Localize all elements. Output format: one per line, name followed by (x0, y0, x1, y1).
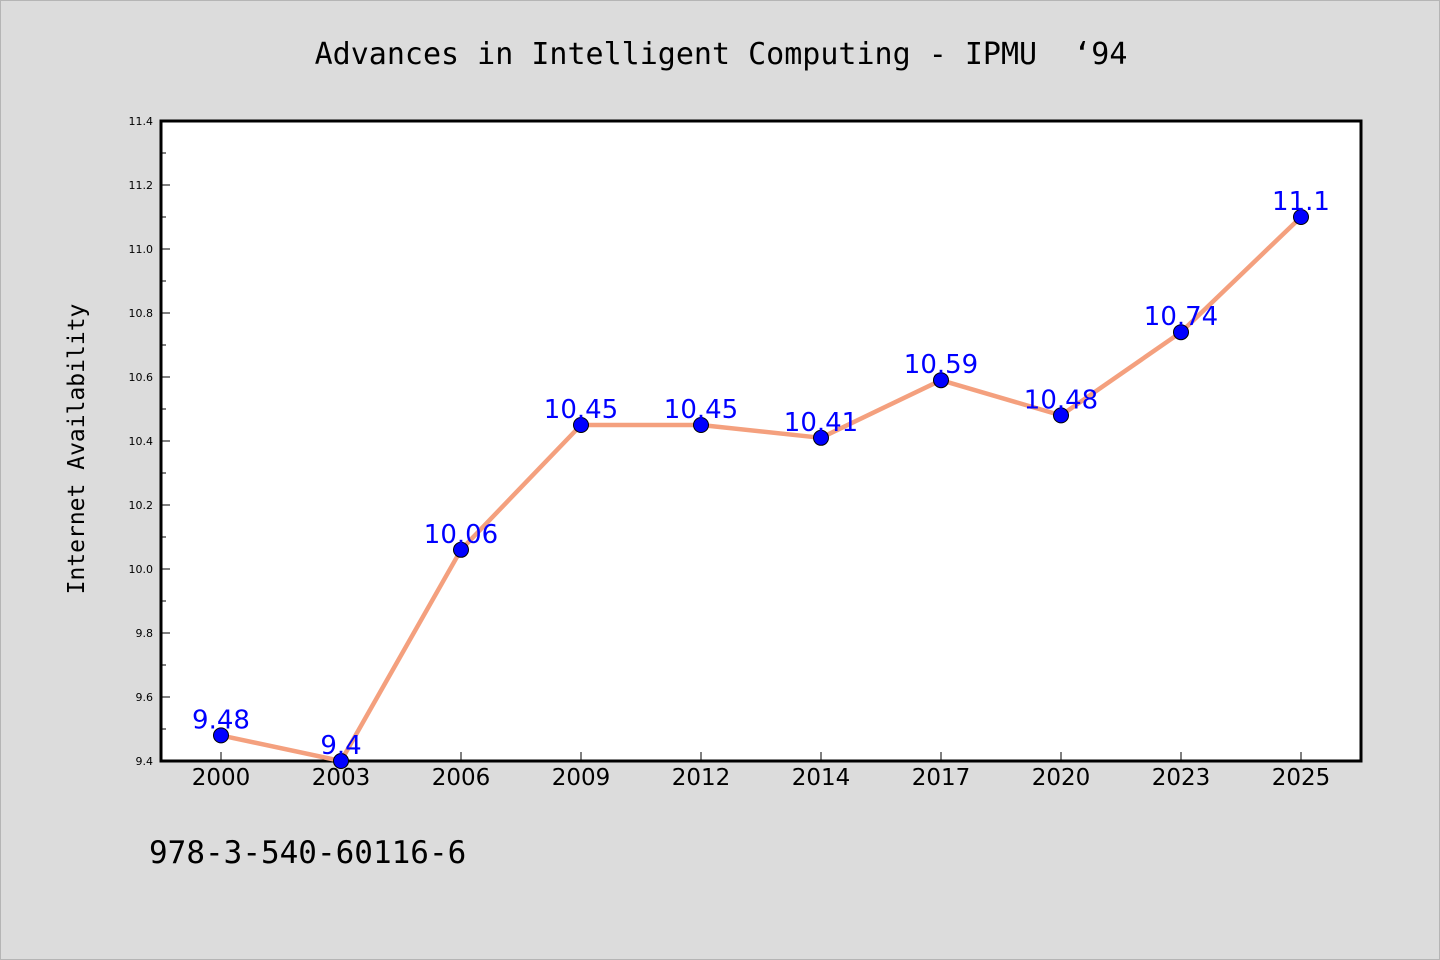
x-tick-label: 2014 (792, 765, 851, 791)
data-label: 11.1 (1272, 187, 1330, 217)
data-point (213, 727, 229, 744)
data-label: 9.48 (192, 705, 250, 735)
data-label: 10.59 (904, 350, 978, 380)
data-point (1053, 407, 1069, 424)
x-tick-label: 2006 (432, 765, 491, 791)
x-tick-label: 2012 (672, 765, 731, 791)
data-point (453, 541, 469, 558)
x-tick-label: 2017 (912, 765, 971, 791)
data-label: 9.4 (320, 731, 361, 761)
x-tick-label: 2003 (312, 765, 371, 791)
data-point (933, 372, 949, 389)
x-tick-label: 2009 (552, 765, 611, 791)
data-label: 10.45 (664, 395, 738, 425)
data-point (693, 417, 709, 433)
data-point (813, 429, 829, 446)
plot-area (159, 119, 1363, 763)
data-label: 10.48 (1024, 385, 1098, 415)
chart-title: Advances in Intelligent Computing - IPMU… (314, 37, 1128, 72)
y-tick-label: 9.6 (136, 691, 154, 704)
y-tick-label: 11.4 (129, 115, 154, 128)
y-tick-label: 9.8 (136, 627, 154, 640)
data-label: 10.45 (544, 395, 618, 425)
y-tick-label: 10.2 (129, 499, 154, 512)
y-tick-label: 10.6 (129, 371, 154, 384)
y-tick-label: 10.0 (129, 563, 154, 576)
data-label: 10.06 (424, 520, 498, 550)
series-group: 9.48 9.4 10.06 10.45 10.45 10.41 10.59 10.48 10.… (192, 187, 1330, 769)
y-tick-label: 10.8 (129, 307, 154, 320)
x-tick-label: 2020 (1032, 765, 1091, 791)
y-tick-label: 10.4 (129, 435, 154, 448)
y-tick-label: 11.0 (129, 243, 154, 256)
x-tick-label: 2023 (1152, 765, 1211, 791)
x-tick-label: 2000 (192, 765, 251, 791)
data-point (1293, 209, 1309, 225)
y-tick-label: 9.4 (136, 755, 154, 768)
x-axis: 2000 2003 2006 2009 2012 2014 2017 2020 2023 2025 (192, 752, 1331, 791)
series-line (220, 215, 1303, 764)
y-tick-label: 11.2 (129, 179, 154, 192)
data-point (1173, 324, 1189, 341)
data-point (573, 417, 589, 433)
isbn-text: 978-3-540-60116-6 (149, 835, 467, 871)
data-point (333, 753, 349, 769)
data-label: 10.74 (1144, 302, 1218, 332)
y-axis: 9.4 9.6 9.8 10.0 10.2 10.4 10.6 10.8 11.0 11.2 11.… (129, 115, 170, 768)
x-tick-label: 2025 (1272, 765, 1331, 791)
data-label: 10.41 (784, 408, 858, 438)
